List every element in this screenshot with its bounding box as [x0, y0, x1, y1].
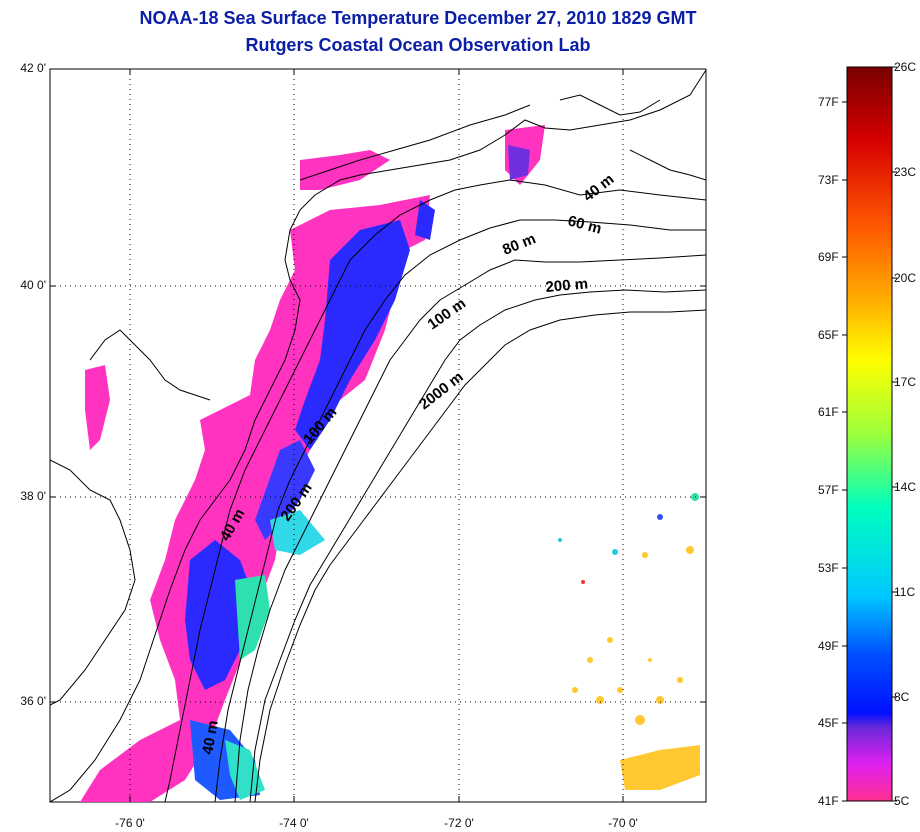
map-subtitle: Rutgers Coastal Ocean Observation Lab — [245, 35, 591, 55]
coastline — [50, 69, 706, 802]
colorbar-f-label: 69F — [818, 250, 839, 264]
bathymetry-contours — [164, 179, 706, 802]
lon-tick-label: -76 0' — [115, 816, 145, 830]
colorbar-f-label: 49F — [818, 639, 839, 653]
depth-label: 40 m — [199, 719, 222, 756]
colorbar-f-label: 73F — [818, 173, 839, 187]
colorbar-f-label: 61F — [818, 405, 839, 419]
map-content: 40 m 60 m 80 m 200 m 100 m 2000 m 100 m … — [50, 69, 706, 802]
graticule — [50, 69, 706, 802]
lat-tick-label: 40 0' — [20, 278, 46, 292]
colorbar-f-label: 57F — [818, 483, 839, 497]
colorbar-c-label: 5C — [894, 794, 910, 808]
sst-offshore-pixels — [572, 546, 700, 790]
colorbar-c-label: 20C — [894, 271, 917, 285]
colorbar-f-label: 53F — [818, 561, 839, 575]
tick-marks — [50, 68, 706, 802]
depth-label: 200 m — [545, 275, 589, 296]
lon-tick-label: -70 0' — [608, 816, 638, 830]
lat-tick-label: 36 0' — [20, 694, 46, 708]
map-frame — [49, 68, 707, 803]
colorbar-f-label: 77F — [818, 95, 839, 109]
colorbar-f-label: 41F — [818, 794, 839, 808]
sst-swath — [80, 125, 545, 802]
colorbar-c-label: 26C — [894, 60, 917, 74]
lon-tick-label: -74 0' — [279, 816, 309, 830]
map-title: NOAA-18 Sea Surface Temperature December… — [139, 8, 697, 28]
colorbar-c-label: 23C — [894, 165, 917, 179]
colorbar-c-label: 11C — [894, 585, 916, 599]
lat-tick-label: 38 0' — [20, 489, 46, 503]
colorbar-c-label: 8C — [894, 690, 910, 704]
colorbar-c-label: 14C — [894, 480, 917, 494]
colorbar-ticks — [842, 66, 897, 802]
lon-tick-label: -72 0' — [444, 816, 474, 830]
lat-tick-label: 42 0' — [20, 61, 46, 75]
colorbar-f-label: 45F — [818, 716, 839, 730]
colorbar-c-label: 17C — [894, 375, 917, 389]
colorbar-f-label: 65F — [818, 328, 839, 342]
colorbar — [846, 66, 893, 802]
